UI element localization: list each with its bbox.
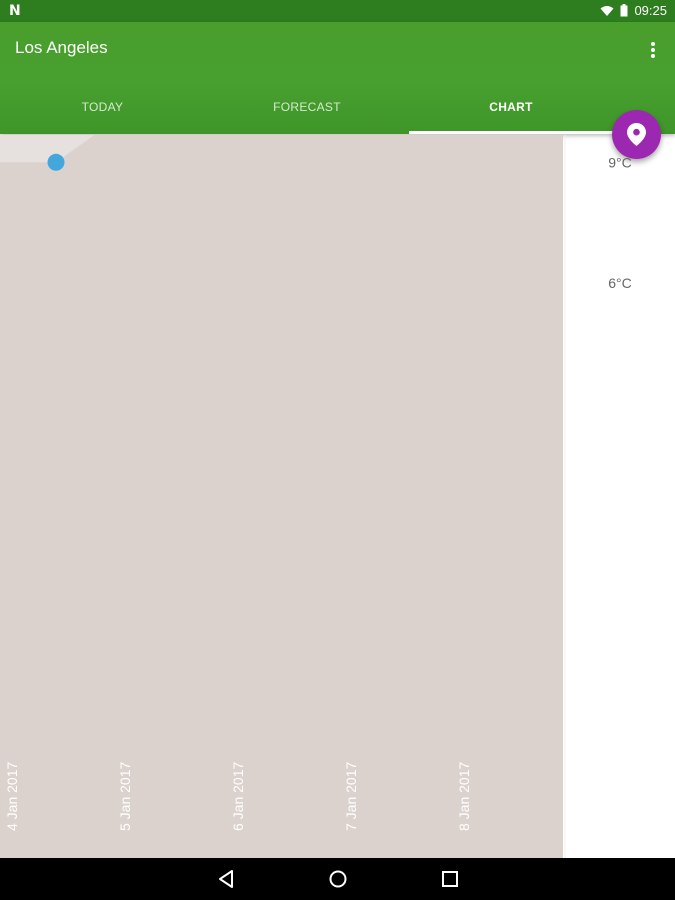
home-icon[interactable] — [328, 869, 348, 889]
temperature-chart: 4 Jan 2017 5 Jan 2017 6 Jan 2017 7 Jan 2017… — [0, 135, 632, 858]
x-tick-label: 6 Jan 2017 — [230, 762, 246, 831]
app-bar: Los Angeles TODAY FORECAST CHART — [0, 22, 675, 134]
data-points — [47, 153, 65, 171]
low-point — [47, 153, 65, 171]
date-labels: 4 Jan 2017 5 Jan 2017 6 Jan 2017 7 Jan 2017… — [4, 762, 472, 831]
x-tick-label: 7 Jan 2017 — [343, 762, 359, 831]
tab-today[interactable]: TODAY — [0, 92, 205, 134]
recents-icon[interactable] — [441, 869, 459, 889]
tab-forecast[interactable]: FORECAST — [205, 92, 409, 134]
wifi-icon — [600, 5, 614, 16]
more-vert-icon[interactable] — [649, 40, 657, 60]
tab-chart[interactable]: CHART — [409, 92, 613, 134]
y-tick-label: 6°C — [608, 275, 632, 291]
x-tick-label: 8 Jan 2017 — [456, 762, 472, 831]
notification-icon: N — [9, 3, 21, 19]
tab-indicator — [409, 131, 613, 134]
battery-icon — [620, 4, 628, 17]
navigation-bar — [0, 858, 675, 900]
y-tick-label: 9°C — [608, 154, 632, 170]
status-time: 09:25 — [634, 3, 667, 18]
y-axis-labels: 18°C15°C12°C9°C6°C — [608, 154, 632, 291]
status-bar: N 09:25 — [0, 0, 675, 22]
tab-today-label: TODAY — [81, 100, 124, 114]
tab-chart-label: CHART — [489, 100, 533, 114]
low-temperature-area — [0, 135, 563, 858]
x-tick-label: 4 Jan 2017 — [4, 762, 20, 831]
tab-forecast-label: FORECAST — [273, 100, 341, 114]
x-tick-label: 5 Jan 2017 — [117, 762, 133, 831]
tab-bar: TODAY FORECAST CHART — [0, 92, 675, 134]
location-pin-icon — [627, 123, 646, 146]
back-icon[interactable] — [217, 869, 235, 889]
location-fab-button[interactable] — [612, 110, 661, 159]
system-icons: 09:25 — [600, 3, 667, 18]
app-title: Los Angeles — [15, 38, 108, 57]
